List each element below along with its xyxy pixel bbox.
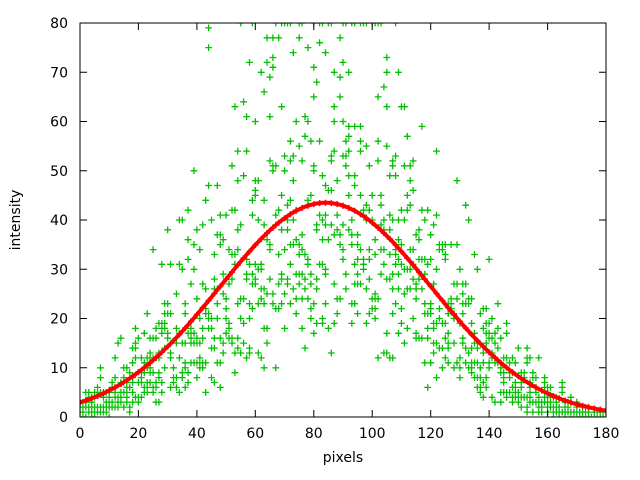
x-tick-label: 80	[305, 426, 323, 442]
y-tick-label: 80	[50, 16, 68, 32]
y-axis-label: intensity	[8, 190, 24, 251]
x-tick-label: 100	[359, 426, 386, 442]
y-tick-label: 30	[50, 262, 68, 278]
x-tick-label: 40	[188, 426, 206, 442]
x-tick-label: 0	[76, 426, 85, 442]
y-tick-label: 60	[50, 115, 68, 131]
y-tick-label: 0	[59, 410, 68, 426]
y-tick-label: 70	[50, 65, 68, 81]
x-tick-label: 160	[534, 426, 561, 442]
y-tick-label: 10	[50, 361, 68, 377]
x-tick-label: 120	[417, 426, 444, 442]
fit-line	[80, 199, 606, 414]
x-tick-label: 20	[129, 426, 147, 442]
y-tick-label: 50	[50, 164, 68, 180]
scatter-series	[80, 23, 606, 417]
y-tick-label: 20	[50, 312, 68, 328]
x-axis-label: pixels	[323, 450, 363, 466]
fit-curve-line	[80, 200, 606, 413]
tick-labels: 0 20 40 60 80 100 120 140 160 180 0 10 20 30 40 50 60 70 8…	[50, 16, 619, 442]
x-tick-label: 180	[593, 426, 620, 442]
x-tick-label: 140	[476, 426, 503, 442]
tick-marks	[79, 22, 607, 418]
scatter-points	[80, 23, 606, 417]
y-tick-label: 40	[50, 213, 68, 229]
x-tick-label: 60	[246, 426, 264, 442]
